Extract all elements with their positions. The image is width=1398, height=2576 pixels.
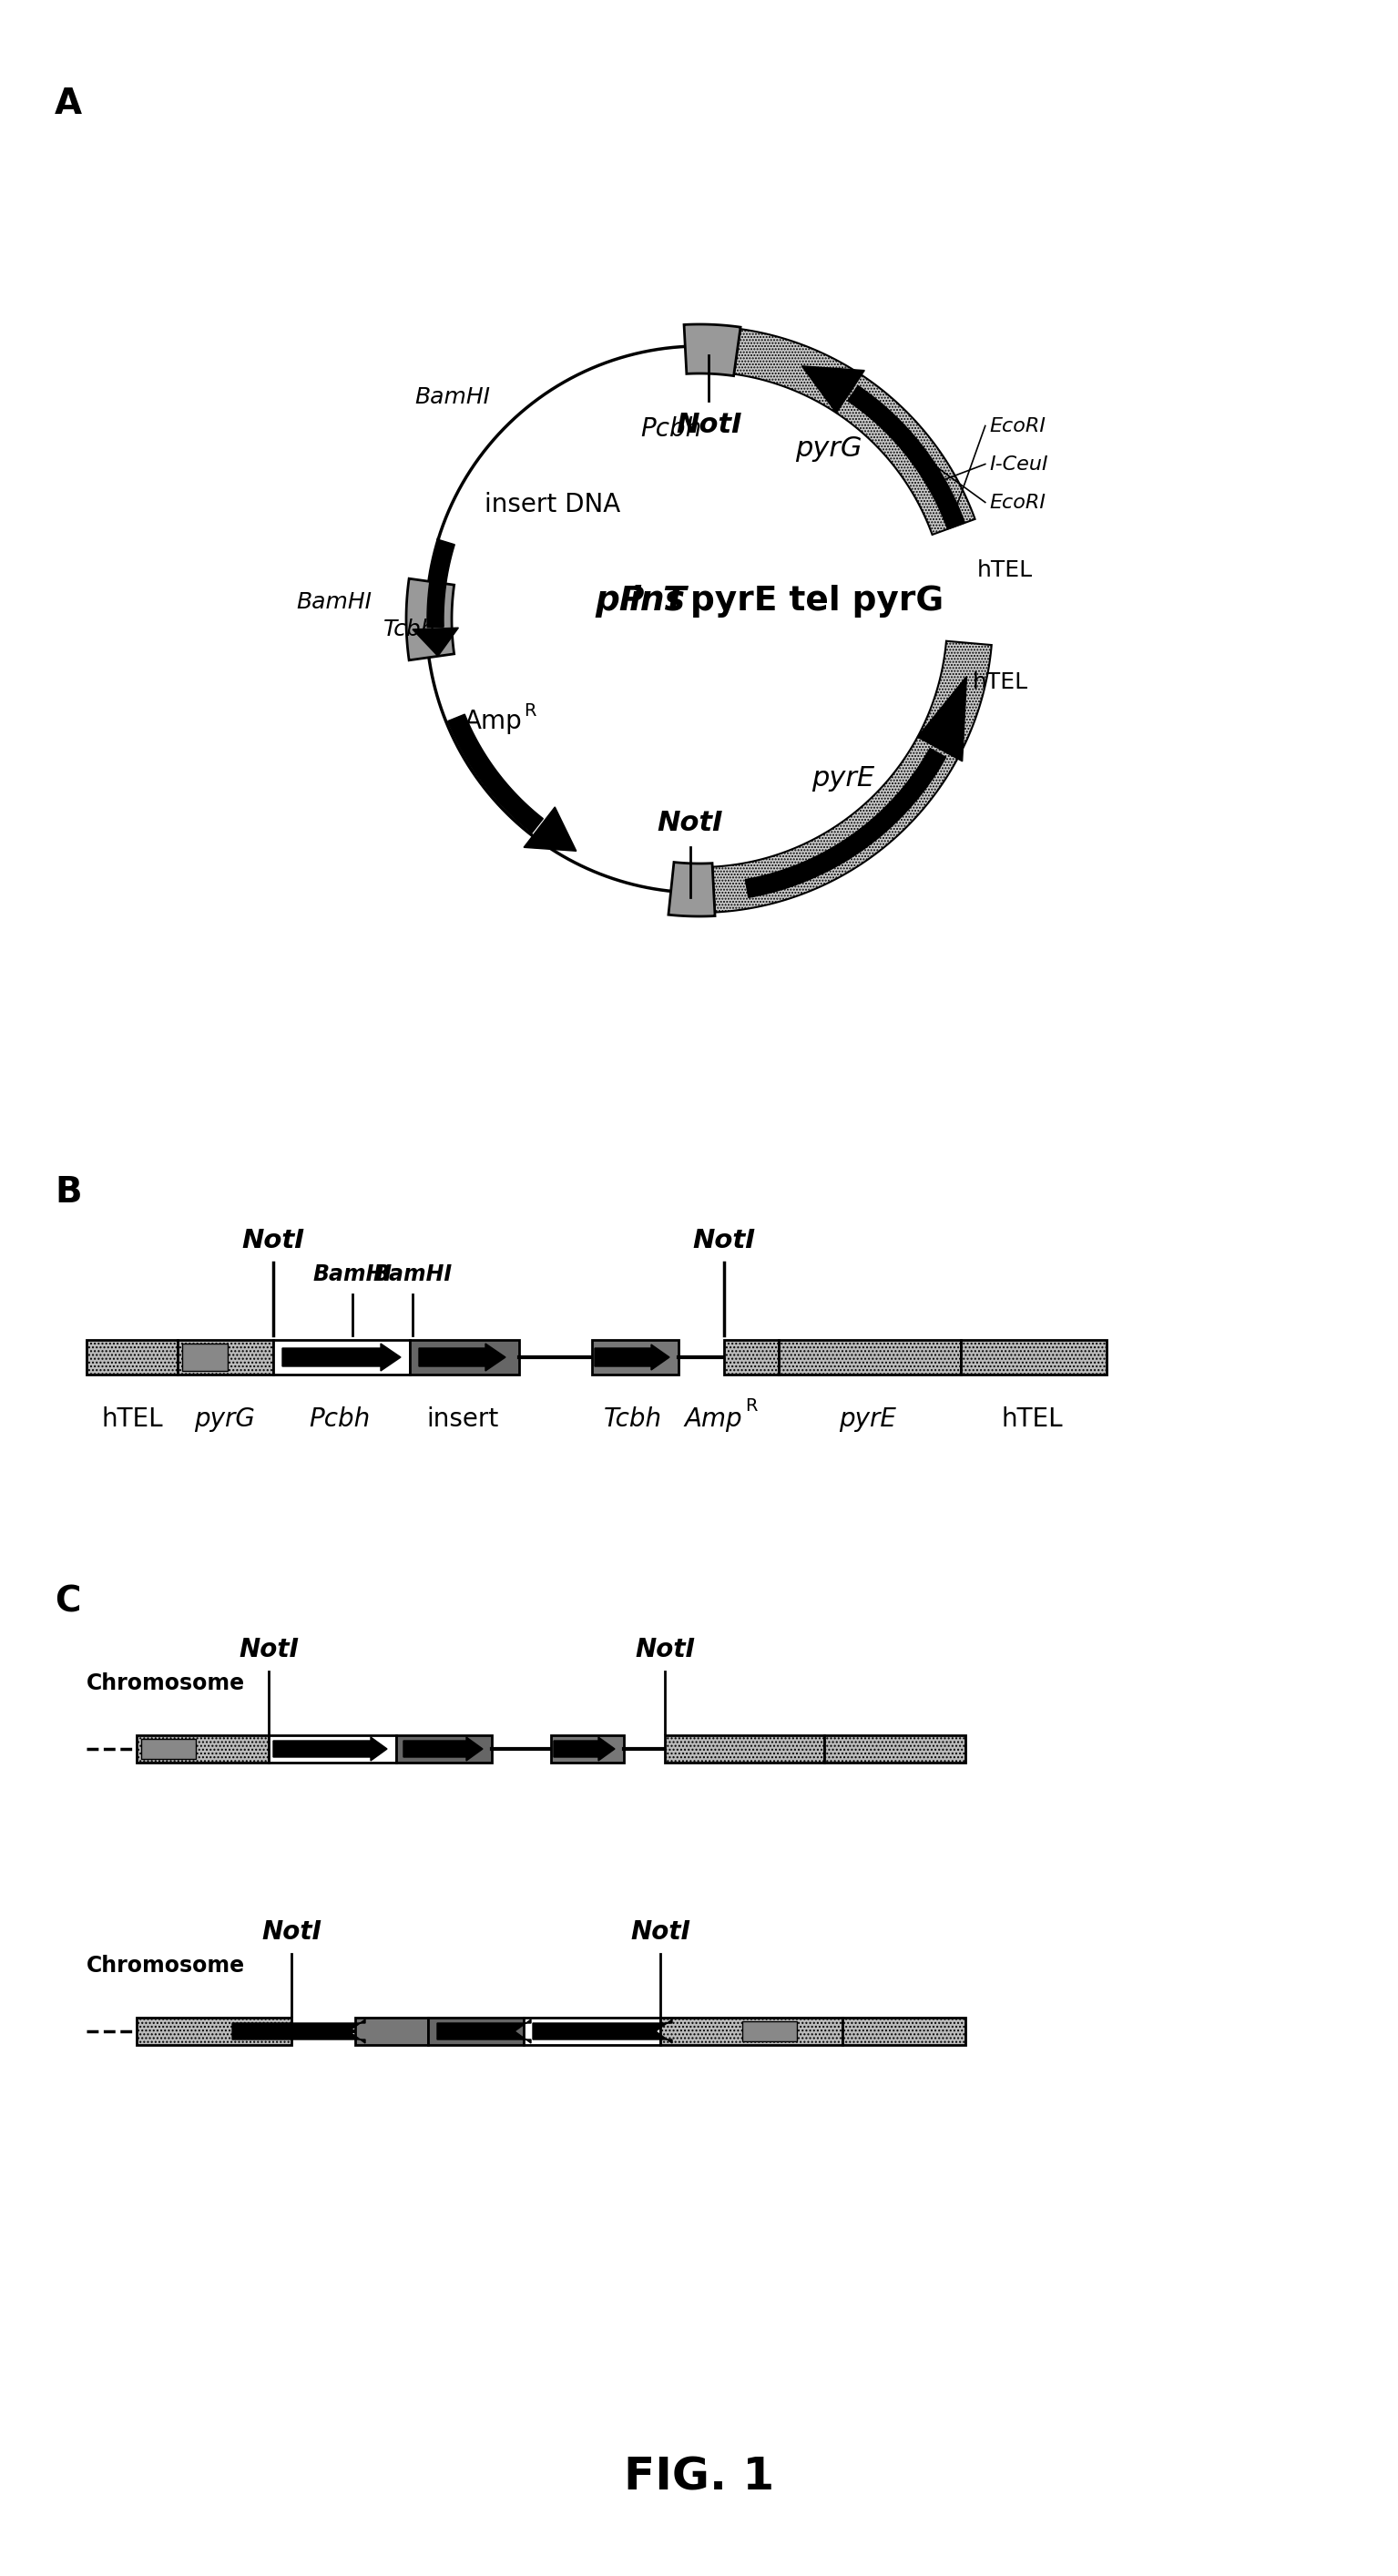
Text: R: R — [524, 703, 535, 719]
Text: insert DNA: insert DNA — [484, 492, 621, 518]
Text: B: B — [55, 1175, 81, 1211]
Text: NotI: NotI — [635, 1636, 695, 1662]
Text: Pcbh: Pcbh — [640, 417, 702, 443]
Bar — [591, 1340, 678, 1376]
Bar — [273, 1340, 410, 1376]
Bar — [779, 1340, 960, 1376]
Bar — [355, 2017, 428, 2045]
Polygon shape — [802, 366, 864, 412]
Bar — [551, 1736, 624, 1762]
Polygon shape — [554, 1736, 615, 1762]
Text: BamHI: BamHI — [313, 1262, 391, 1285]
Text: Amp: Amp — [464, 708, 521, 734]
Bar — [524, 2017, 660, 2045]
Text: hTEL: hTEL — [1001, 1406, 1062, 1432]
Text: Amp: Amp — [684, 1406, 742, 1432]
Text: hTEL: hTEL — [972, 672, 1028, 693]
Polygon shape — [745, 750, 946, 896]
Bar — [843, 2017, 966, 2045]
Polygon shape — [668, 863, 714, 917]
Text: C: C — [55, 1584, 81, 1620]
Text: NotI: NotI — [239, 1636, 299, 1662]
Polygon shape — [273, 1736, 387, 1762]
Bar — [268, 1736, 396, 1762]
Text: NotI: NotI — [657, 809, 723, 837]
Text: Tcbh: Tcbh — [383, 618, 435, 641]
Text: Pcbh: Pcbh — [309, 1406, 370, 1432]
Polygon shape — [282, 1345, 401, 1370]
Bar — [87, 1340, 178, 1376]
Bar — [141, 1739, 196, 1759]
Text: pyrG: pyrG — [194, 1406, 256, 1432]
Text: BamHI: BamHI — [415, 386, 491, 407]
Polygon shape — [734, 330, 974, 536]
Text: NotI: NotI — [692, 1229, 755, 1255]
Text: FIG. 1: FIG. 1 — [624, 2455, 774, 2499]
Bar — [428, 2017, 524, 2045]
Bar — [410, 1340, 519, 1376]
Text: insert: insert — [426, 1406, 499, 1432]
Text: BamHI: BamHI — [296, 592, 372, 613]
Polygon shape — [684, 325, 741, 376]
Polygon shape — [412, 629, 459, 657]
Text: pP: pP — [594, 585, 644, 618]
Bar — [742, 2022, 797, 2040]
Polygon shape — [533, 2020, 672, 2043]
Polygon shape — [438, 2020, 531, 2043]
Polygon shape — [232, 2020, 365, 2043]
Bar — [660, 2017, 843, 2045]
Text: ins: ins — [629, 585, 686, 618]
Text: Chromosome: Chromosome — [87, 1672, 245, 1695]
Polygon shape — [447, 714, 544, 832]
Text: pyrE: pyrE — [839, 1406, 896, 1432]
Polygon shape — [428, 541, 454, 629]
Bar — [178, 1340, 273, 1376]
Polygon shape — [404, 1736, 482, 1762]
Text: A: A — [55, 88, 82, 121]
Text: NotI: NotI — [677, 412, 742, 438]
Text: BamHI: BamHI — [373, 1262, 452, 1285]
Polygon shape — [594, 1345, 670, 1370]
Polygon shape — [917, 677, 966, 762]
Text: Chromosome: Chromosome — [87, 1955, 245, 1976]
Bar — [137, 2017, 291, 2045]
Bar — [396, 1736, 492, 1762]
Text: Tcbh: Tcbh — [604, 1406, 663, 1432]
Bar — [825, 1736, 966, 1762]
Text: hTEL: hTEL — [977, 559, 1032, 582]
Polygon shape — [407, 580, 454, 659]
Text: pyrG: pyrG — [795, 435, 861, 461]
Text: pyrE: pyrE — [811, 765, 874, 791]
Text: NotI: NotI — [630, 1919, 691, 1945]
Text: hTEL: hTEL — [101, 1406, 162, 1432]
Text: R: R — [745, 1396, 758, 1414]
Bar — [665, 1736, 825, 1762]
Text: EcoRI: EcoRI — [990, 492, 1046, 513]
Polygon shape — [713, 641, 991, 912]
Text: pyrE tel pyrG: pyrE tel pyrG — [678, 585, 944, 618]
Bar — [182, 1345, 228, 1370]
Text: I-CeuI: I-CeuI — [990, 456, 1048, 474]
Text: NotI: NotI — [242, 1229, 305, 1255]
Polygon shape — [847, 386, 965, 528]
Polygon shape — [524, 806, 576, 850]
Text: EcoRI: EcoRI — [990, 417, 1046, 435]
Bar — [724, 1340, 779, 1376]
Text: NotI: NotI — [261, 1919, 322, 1945]
Text: T: T — [663, 585, 685, 618]
Bar — [960, 1340, 1107, 1376]
Polygon shape — [419, 1345, 506, 1370]
Bar — [137, 1736, 268, 1762]
